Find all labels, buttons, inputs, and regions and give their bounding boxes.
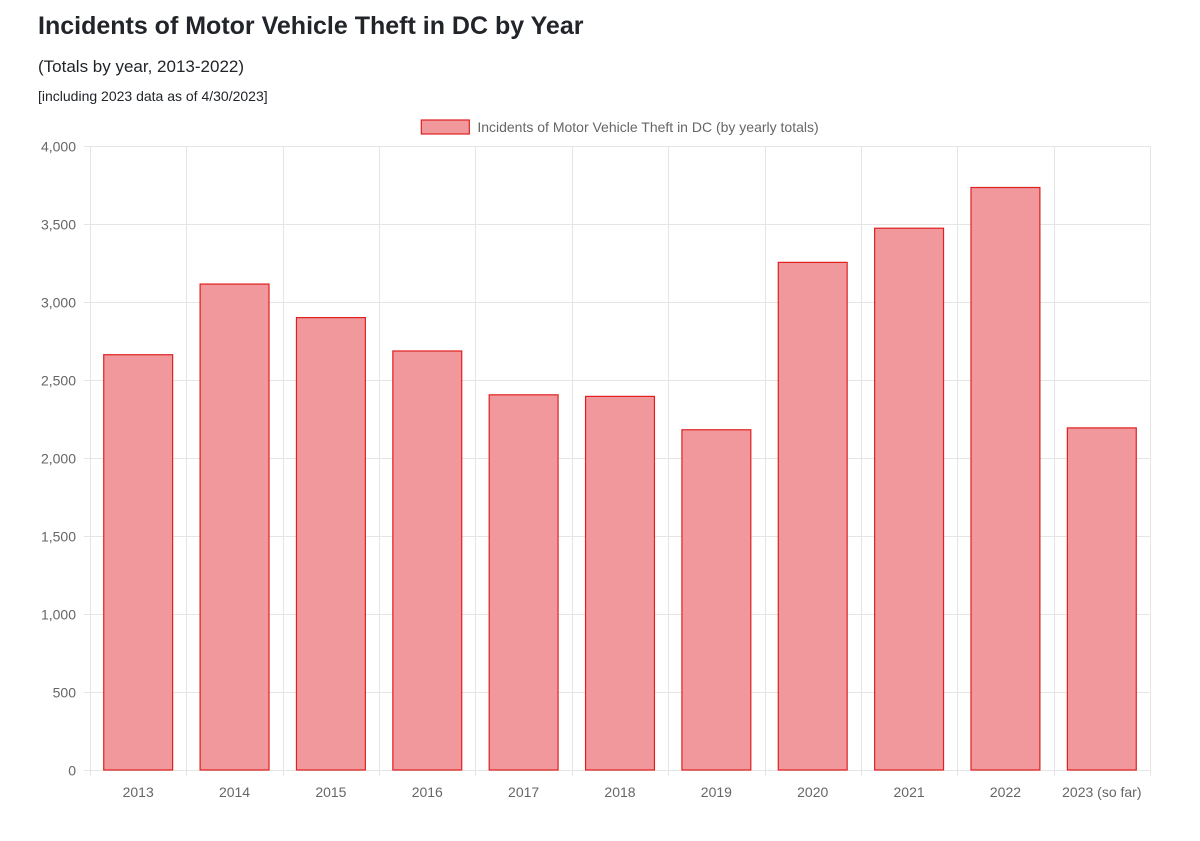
bar-2015[interactable] — [295, 317, 366, 771]
y-tick-label: 4,000 — [41, 139, 76, 155]
y-tick-label: 1,000 — [41, 607, 76, 623]
y-tick-label: 3,000 — [41, 295, 76, 311]
bar-2018[interactable] — [584, 395, 656, 771]
page-subtitle: (Totals by year, 2013-2022) — [38, 57, 245, 76]
x-tick-label: 2021 — [894, 784, 925, 800]
bar-2017[interactable] — [488, 394, 559, 771]
bar-2016[interactable] — [392, 350, 463, 771]
legend-swatch[interactable] — [420, 119, 470, 135]
y-tick-label: 2,000 — [41, 451, 76, 467]
x-tick-label: 2014 — [219, 784, 250, 800]
axis-layer: 0 500 1,000 1,500 2,000 2,500 3,000 3,500 4,000 2… — [41, 139, 1142, 801]
x-tick-label: 2023 (so far) — [1062, 784, 1141, 800]
x-tick-label: 2020 — [797, 784, 828, 800]
x-tick-label: 2022 — [990, 784, 1021, 800]
x-tick-label: 2015 — [315, 784, 346, 800]
y-tick-label: 3,500 — [41, 217, 76, 233]
legend[interactable]: Incidents of Motor Vehicle Theft in DC (… — [420, 119, 819, 135]
bar-2023-so-far-[interactable] — [1066, 427, 1137, 771]
bar-2019[interactable] — [681, 429, 752, 771]
page-title: Incidents of Motor Vehicle Theft in DC b… — [38, 12, 584, 40]
bar-2022[interactable] — [970, 186, 1041, 771]
bars-layer — [103, 186, 1137, 771]
legend-label[interactable]: Incidents of Motor Vehicle Theft in DC (… — [477, 119, 818, 135]
x-tick-label: 2017 — [508, 784, 539, 800]
bar-2014[interactable] — [199, 283, 270, 771]
page-note: [including 2023 data as of 4/30/2023] — [38, 88, 268, 104]
y-tick-label: 500 — [53, 685, 77, 701]
y-tick-label: 0 — [68, 763, 76, 779]
x-tick-label: 2016 — [412, 784, 443, 800]
bar-2021[interactable] — [874, 227, 945, 771]
y-tick-label: 2,500 — [41, 373, 76, 389]
y-tick-label: 1,500 — [41, 529, 76, 545]
x-tick-label: 2013 — [123, 784, 154, 800]
bar-2013[interactable] — [103, 354, 174, 771]
bar-2020[interactable] — [777, 261, 848, 771]
x-tick-label: 2018 — [604, 784, 635, 800]
x-tick-label: 2019 — [701, 784, 732, 800]
